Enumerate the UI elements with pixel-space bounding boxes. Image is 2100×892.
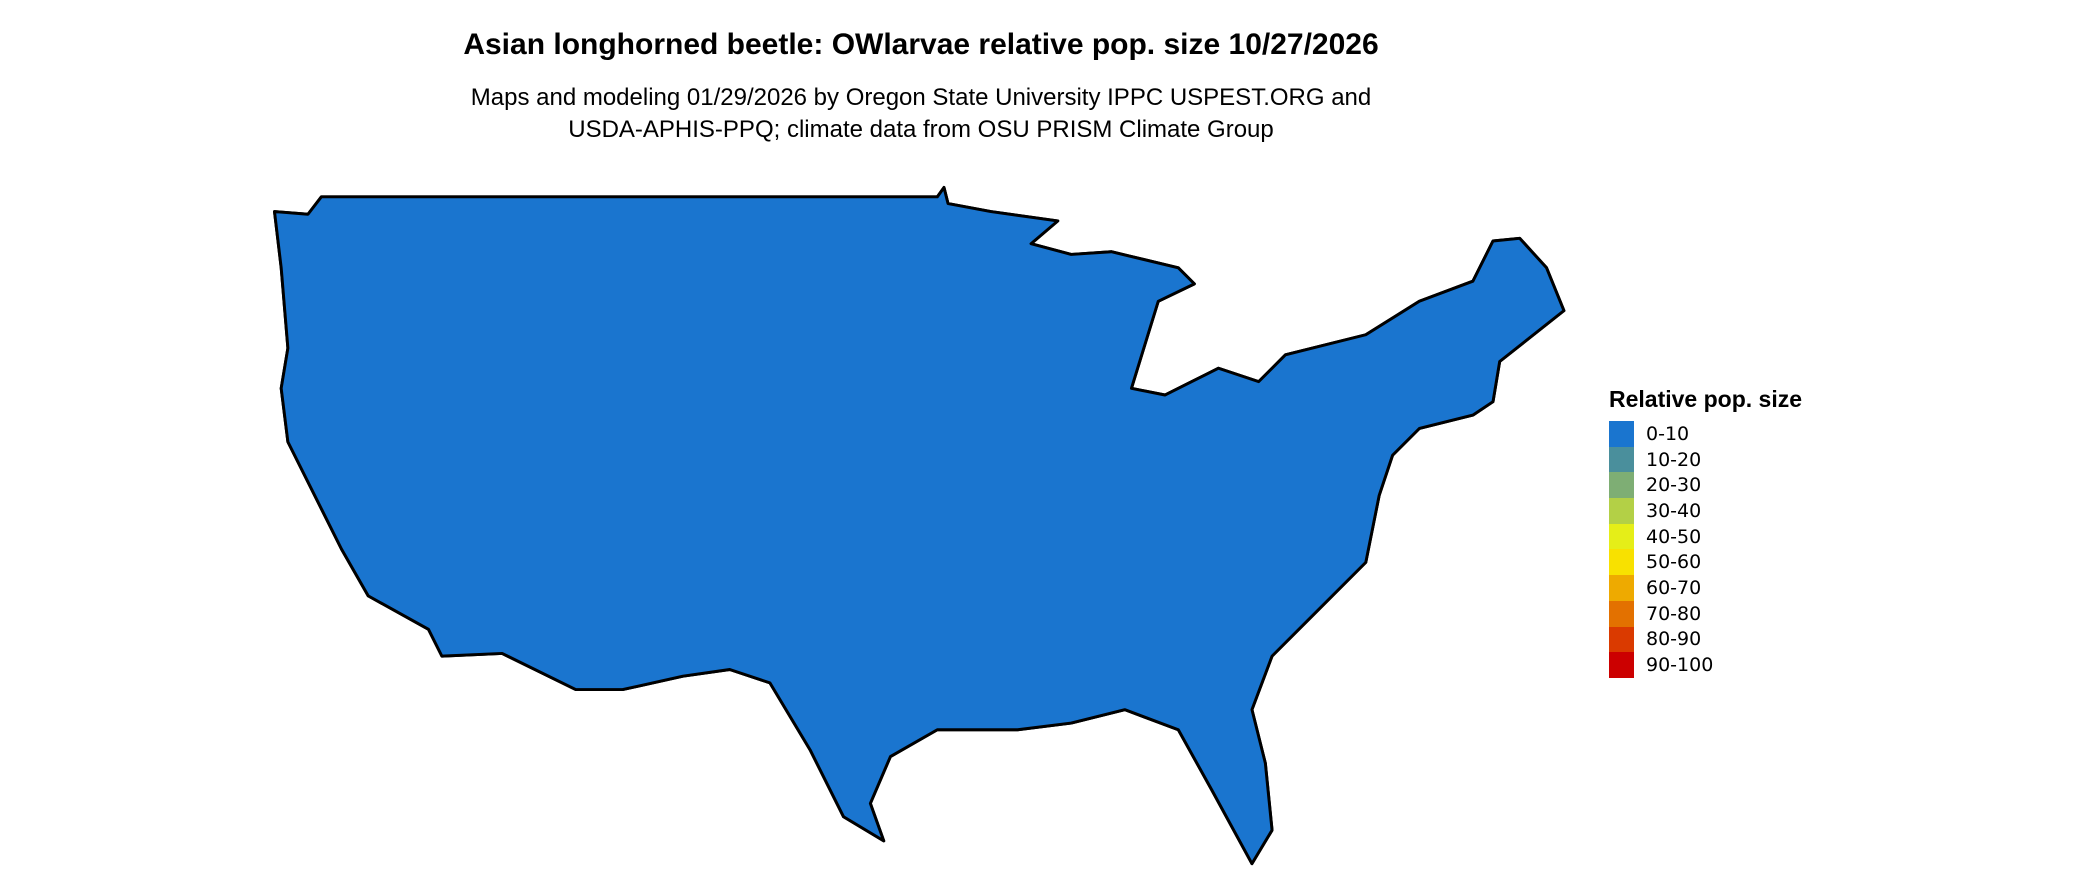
map-subtitle-line-1: Maps and modeling 01/29/2026 by Oregon S…	[470, 84, 1372, 111]
legend-swatch	[1609, 626, 1634, 653]
legend-swatch	[1609, 446, 1634, 473]
legend-label: 20-30	[1646, 474, 1702, 497]
legend-label: 90-100	[1646, 654, 1714, 677]
legend-label: 80-90	[1646, 628, 1702, 651]
legend-item: 60-70	[1609, 575, 1802, 601]
legend-swatch	[1609, 652, 1634, 678]
legend-item: 50-60	[1609, 549, 1802, 576]
map-title: Asian longhorned beetle: OWlarvae relati…	[463, 28, 1379, 61]
legend-swatch	[1609, 600, 1634, 627]
map-subtitle-line-2: USDA-APHIS-PPQ; climate data from OSU PR…	[568, 116, 1274, 143]
legend-swatch	[1609, 498, 1634, 524]
legend-label: 0-10	[1646, 422, 1690, 445]
legend-title: Relative pop. size	[1609, 386, 1803, 412]
legend-swatch	[1609, 549, 1634, 576]
legend-label: 10-20	[1646, 448, 1702, 471]
legend-item: 80-90	[1609, 626, 1802, 653]
legend-label: 40-50	[1646, 525, 1702, 548]
legend-item: 20-30	[1609, 472, 1802, 499]
legend-item: 30-40	[1609, 498, 1802, 524]
legend-item: 0-10	[1609, 421, 1802, 447]
legend: Relative pop. size 0-10 10-20 20-30 30-40 40…	[1609, 386, 1802, 678]
legend-item: 90-100	[1609, 652, 1802, 678]
legend-label: 30-40	[1646, 499, 1702, 522]
legend-item: 40-50	[1609, 523, 1802, 550]
legend-swatch	[1609, 523, 1634, 550]
legend-label: 70-80	[1646, 602, 1702, 625]
legend-label: 60-70	[1646, 576, 1702, 599]
legend-item: 70-80	[1609, 600, 1802, 627]
legend-label: 50-60	[1646, 551, 1702, 574]
legend-item: 10-20	[1609, 446, 1802, 473]
legend-swatch	[1609, 575, 1634, 601]
legend-swatch	[1609, 472, 1634, 499]
legend-swatch	[1609, 421, 1634, 447]
